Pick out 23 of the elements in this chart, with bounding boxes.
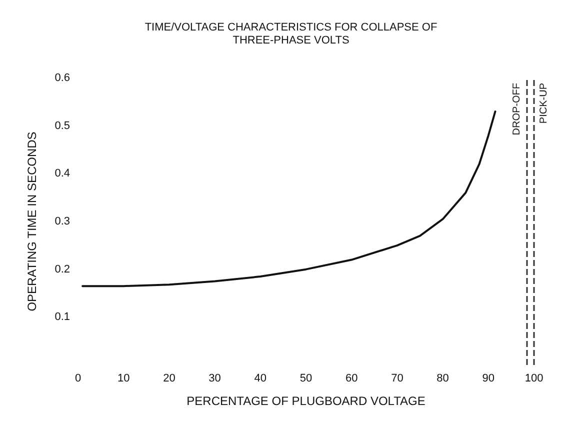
y-tick-label: 0.4 (54, 168, 70, 180)
x-tick-label: 0 (74, 372, 82, 384)
x-tick-label: 60 (345, 372, 358, 384)
x-tick-label: 50 (300, 372, 312, 384)
x-tick-label: 80 (436, 372, 449, 384)
y-axis-title: OPERATING TIME IN SECONDS (25, 132, 39, 312)
x-tick-label: 40 (254, 372, 267, 384)
x-tick-label: 70 (391, 372, 404, 384)
y-tick-label: 0.1 (54, 311, 70, 324)
y-tick-label: 0.5 (54, 120, 70, 132)
x-tick-label: 10 (117, 372, 130, 384)
chart-title: TIME/VOLTAGE CHARACTERISTICS FOR COLLAPSE OF THREE-PHASE VOLTS (144, 22, 438, 46)
y-tick-label: 0.6 (54, 72, 70, 84)
ref-line-label: DROP-OFF (512, 83, 523, 136)
line-series (82, 110, 496, 288)
x-tick-label: 30 (208, 372, 221, 384)
x-tick-label: 100 (524, 372, 544, 384)
y-tick-label: 0.2 (54, 263, 70, 276)
y-tick-label: 0.3 (54, 216, 70, 228)
x-tick-label: 90 (482, 372, 495, 384)
x-axis-title: PERCENTAGE OF PLUGBOARD VOLTAGE (186, 394, 426, 408)
ref-line-label: PICK-UP (538, 82, 550, 124)
x-tick-label: 20 (163, 372, 176, 384)
